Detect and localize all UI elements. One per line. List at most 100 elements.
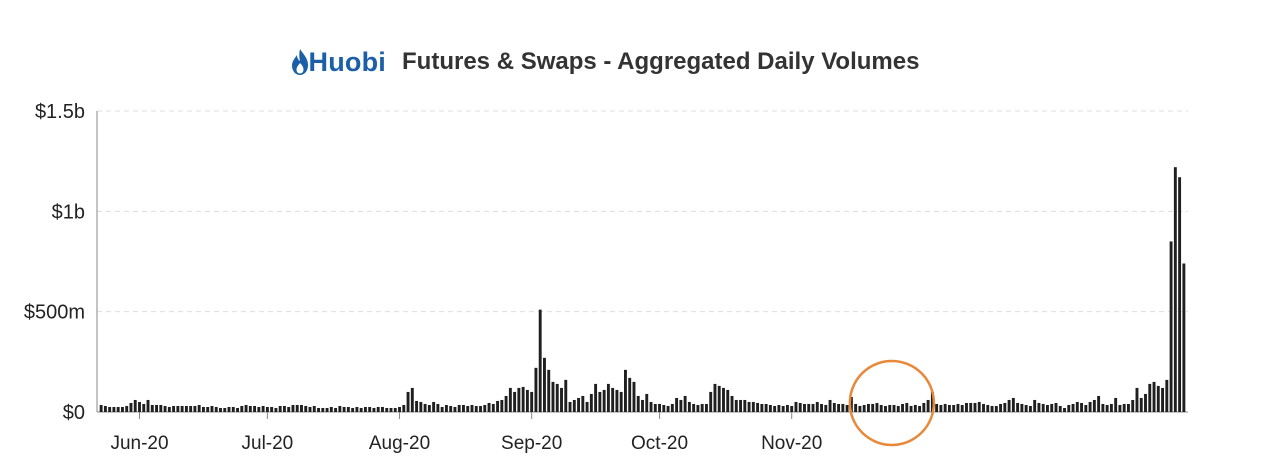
bar bbox=[547, 369, 551, 412]
bar bbox=[457, 404, 461, 412]
bar bbox=[730, 395, 734, 412]
bar bbox=[935, 403, 939, 412]
highlight-circle bbox=[848, 359, 936, 447]
bar bbox=[227, 406, 231, 412]
bar bbox=[837, 403, 841, 412]
bar bbox=[351, 407, 355, 412]
bar bbox=[939, 404, 943, 412]
bar bbox=[300, 404, 303, 412]
bar bbox=[832, 402, 836, 412]
bar bbox=[683, 395, 687, 412]
bar bbox=[398, 406, 401, 412]
x-tick-label: Oct-20 bbox=[631, 433, 688, 454]
bar bbox=[960, 404, 964, 412]
y-tick-label: $1.5b bbox=[35, 101, 85, 123]
bar bbox=[155, 404, 158, 412]
bar bbox=[1105, 404, 1109, 412]
bar bbox=[172, 405, 176, 412]
bar bbox=[466, 405, 470, 412]
bar bbox=[888, 404, 892, 412]
bar bbox=[994, 405, 998, 412]
bar bbox=[427, 404, 431, 412]
bar bbox=[568, 401, 572, 412]
bar bbox=[854, 403, 858, 412]
bar bbox=[1050, 403, 1054, 412]
grid-lines bbox=[97, 110, 1188, 313]
bar bbox=[896, 405, 900, 412]
bar bbox=[1097, 395, 1101, 412]
bar bbox=[717, 385, 721, 412]
bar bbox=[560, 387, 563, 412]
bar bbox=[803, 403, 806, 412]
bar bbox=[645, 393, 649, 412]
bar bbox=[487, 402, 491, 412]
bar bbox=[496, 400, 500, 412]
bar bbox=[1024, 404, 1028, 412]
bar bbox=[692, 403, 696, 412]
bar bbox=[922, 402, 926, 412]
bar bbox=[146, 399, 150, 412]
bar bbox=[1131, 399, 1135, 412]
x-axis-ticks: Jun-20 Jul-20 Aug-20 Sep-20 Oct-20 Nov-20 bbox=[110, 412, 822, 454]
bar bbox=[317, 407, 320, 412]
bar bbox=[312, 405, 316, 412]
bar bbox=[103, 405, 107, 412]
bar bbox=[214, 406, 218, 412]
bar bbox=[253, 405, 257, 412]
bar bbox=[884, 405, 887, 412]
bar bbox=[926, 399, 930, 412]
bar bbox=[956, 403, 960, 412]
bar bbox=[658, 403, 661, 412]
bar bbox=[696, 404, 700, 412]
y-tick-label: $500m bbox=[24, 302, 85, 324]
bar bbox=[982, 403, 985, 412]
bar bbox=[858, 405, 862, 412]
bar bbox=[338, 405, 342, 412]
bar bbox=[1135, 387, 1139, 412]
bar bbox=[376, 406, 380, 412]
bar bbox=[977, 401, 981, 412]
bar bbox=[1071, 403, 1075, 412]
bar bbox=[287, 406, 291, 412]
bar bbox=[1092, 399, 1096, 412]
flame-drop-icon bbox=[291, 49, 308, 75]
y-axis-ticks: $0 $500m $1b $1.5b bbox=[24, 101, 85, 424]
bar bbox=[585, 401, 589, 412]
bar bbox=[1020, 403, 1024, 412]
bar bbox=[223, 407, 227, 412]
bar bbox=[219, 407, 222, 412]
bar bbox=[700, 403, 704, 412]
bar bbox=[99, 404, 103, 412]
bar bbox=[436, 403, 440, 412]
bar bbox=[709, 391, 713, 412]
bar bbox=[197, 404, 201, 412]
bar bbox=[879, 404, 883, 412]
bar bbox=[598, 391, 602, 412]
x-tick-label: Nov-20 bbox=[761, 433, 822, 454]
bar bbox=[334, 407, 338, 412]
bar bbox=[116, 406, 120, 412]
bar bbox=[381, 406, 384, 412]
bar bbox=[1063, 407, 1066, 412]
bar bbox=[410, 387, 414, 412]
bar bbox=[415, 400, 419, 412]
bar bbox=[841, 403, 845, 412]
bar bbox=[180, 405, 184, 412]
chart-title: Futures & Swaps - Aggregated Daily Volum… bbox=[402, 48, 920, 75]
bar bbox=[1139, 397, 1143, 412]
bar bbox=[406, 391, 410, 412]
bar bbox=[641, 399, 644, 412]
bar bbox=[470, 404, 474, 412]
bar bbox=[474, 405, 478, 412]
bar bbox=[918, 405, 922, 412]
bar bbox=[112, 406, 116, 412]
bar bbox=[704, 403, 708, 412]
bar bbox=[1054, 402, 1058, 412]
bars bbox=[99, 167, 1186, 412]
bar bbox=[167, 406, 171, 412]
bar bbox=[1169, 241, 1173, 412]
bar bbox=[624, 369, 627, 412]
bar bbox=[449, 405, 453, 412]
bar bbox=[798, 402, 802, 412]
bar bbox=[1114, 397, 1118, 412]
